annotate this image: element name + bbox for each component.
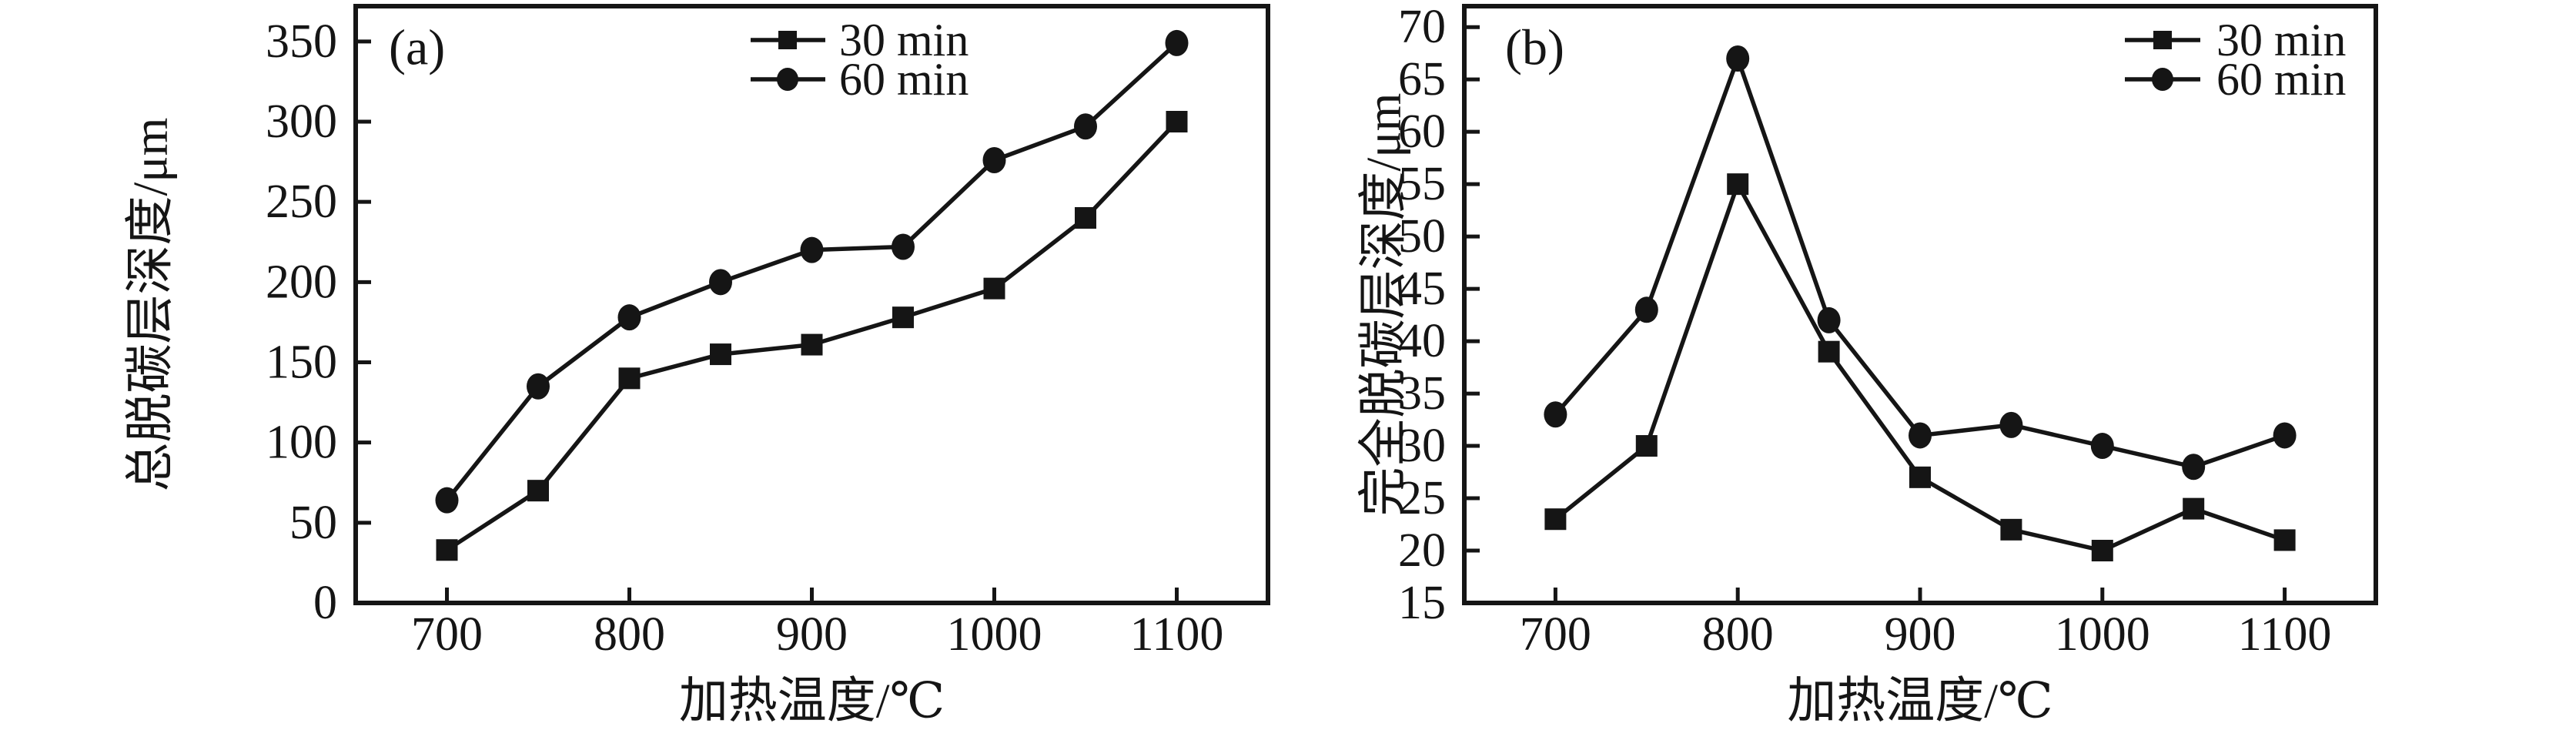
data-point-square xyxy=(1909,466,1931,488)
y-tick-label: 350 xyxy=(266,15,337,68)
chart-b: 700 800 900 1000 1100 15202530354045505560657… xyxy=(1357,1,2378,728)
data-point-circle xyxy=(709,269,732,296)
data-point-square xyxy=(1166,111,1188,132)
data-point-square xyxy=(710,343,731,366)
x-tick-label: 700 xyxy=(411,608,483,661)
x-tick-label: 800 xyxy=(1702,608,1774,661)
data-point-circle xyxy=(1544,401,1567,428)
y-tick-label: 150 xyxy=(266,337,337,389)
legend-label: 30 min xyxy=(839,15,969,65)
x-tick-label: 1000 xyxy=(2055,608,2150,661)
data-point-square xyxy=(983,277,1005,300)
y-tick-label: 45 xyxy=(1398,263,1446,315)
data-point-circle xyxy=(617,304,641,331)
y-tick-label: 25 xyxy=(1398,472,1446,524)
y-tick-label: 250 xyxy=(266,176,337,228)
y-tick-label: 100 xyxy=(266,417,337,469)
data-point-square xyxy=(527,480,549,502)
legend-square-marker-icon xyxy=(778,31,797,49)
chart-a: 700 800 900 1000 1100 0 50 100 150 200 250 300 350 加热… xyxy=(123,4,1270,728)
data-point-circle xyxy=(892,233,915,260)
x-axis-title: 加热温度/℃ xyxy=(679,674,945,728)
data-point-circle xyxy=(1165,29,1189,56)
data-point-circle xyxy=(1909,422,1932,449)
legend-circle-marker-icon xyxy=(777,68,798,91)
data-point-square xyxy=(801,333,823,356)
y-axis-title: 完全脱碳层深度/μm xyxy=(1357,93,1411,517)
data-point-circle xyxy=(1726,45,1750,72)
data-point-square xyxy=(1075,207,1096,229)
data-point-square xyxy=(1727,173,1749,196)
x-tick-label: 800 xyxy=(594,608,665,661)
series-circle-line xyxy=(445,41,1179,502)
legend-label: 60 min xyxy=(2216,54,2346,105)
data-point-circle xyxy=(435,487,459,514)
y-tick-label: 20 xyxy=(1398,524,1446,577)
data-point-circle xyxy=(1634,296,1658,323)
legend-label: 60 min xyxy=(839,54,969,105)
data-point-square xyxy=(892,306,914,329)
y-tick-label: 50 xyxy=(289,497,337,549)
panel-label: (b) xyxy=(1505,20,1564,76)
y-tick-label: 300 xyxy=(266,95,337,148)
legend-square-marker-icon xyxy=(2153,31,2172,49)
x-tick-label: 900 xyxy=(776,608,848,661)
data-point-circle xyxy=(527,373,550,400)
plot-area-border xyxy=(353,4,1270,605)
data-point-square xyxy=(1818,340,1840,363)
data-point-square xyxy=(2091,540,2113,562)
series-circle-line xyxy=(1554,52,2286,470)
y-tick-label: 200 xyxy=(266,256,337,308)
data-point-circle xyxy=(2090,433,2114,460)
data-point-circle xyxy=(1074,113,1097,140)
legend-circle-marker-icon xyxy=(2152,68,2173,91)
y-tick-label: 0 xyxy=(313,577,337,629)
data-point-square xyxy=(1635,435,1658,457)
y-axis-title: 总脱碳层深度/μm xyxy=(123,118,178,492)
data-point-circle xyxy=(800,236,824,263)
data-point-circle xyxy=(982,147,1006,173)
data-point-square xyxy=(436,539,458,561)
x-tick-label: 900 xyxy=(1885,608,1956,661)
series-square-line xyxy=(1554,179,2286,553)
data-point-circle xyxy=(2273,422,2297,449)
x-tick-label: 1100 xyxy=(1130,608,1224,661)
x-axis-title: 加热温度/℃ xyxy=(1787,674,2052,728)
panel-label: (a) xyxy=(389,20,445,76)
y-tick-label: 30 xyxy=(1398,420,1446,472)
x-tick-label: 1100 xyxy=(2238,608,2332,661)
y-tick-label: 15 xyxy=(1398,577,1446,629)
y-tick-label: 40 xyxy=(1398,315,1446,367)
data-point-circle xyxy=(1817,306,1841,333)
y-tick-label: 55 xyxy=(1398,158,1446,210)
x-tick-label: 1000 xyxy=(947,608,1042,661)
y-tick-label: 70 xyxy=(1398,1,1446,53)
y-tick-label: 50 xyxy=(1398,210,1446,263)
x-tick-label: 700 xyxy=(1520,608,1591,661)
y-tick-label: 65 xyxy=(1398,53,1446,105)
y-tick-label: 35 xyxy=(1398,367,1446,420)
data-point-square xyxy=(1544,508,1567,531)
data-point-circle xyxy=(2182,454,2206,481)
data-point-circle xyxy=(1999,411,2023,438)
legend-label: 30 min xyxy=(2216,15,2346,65)
data-point-square xyxy=(2000,518,2022,541)
data-point-square xyxy=(2273,529,2296,551)
data-point-square xyxy=(618,367,641,390)
data-point-square xyxy=(2183,497,2205,520)
y-tick-label: 60 xyxy=(1398,105,1446,158)
